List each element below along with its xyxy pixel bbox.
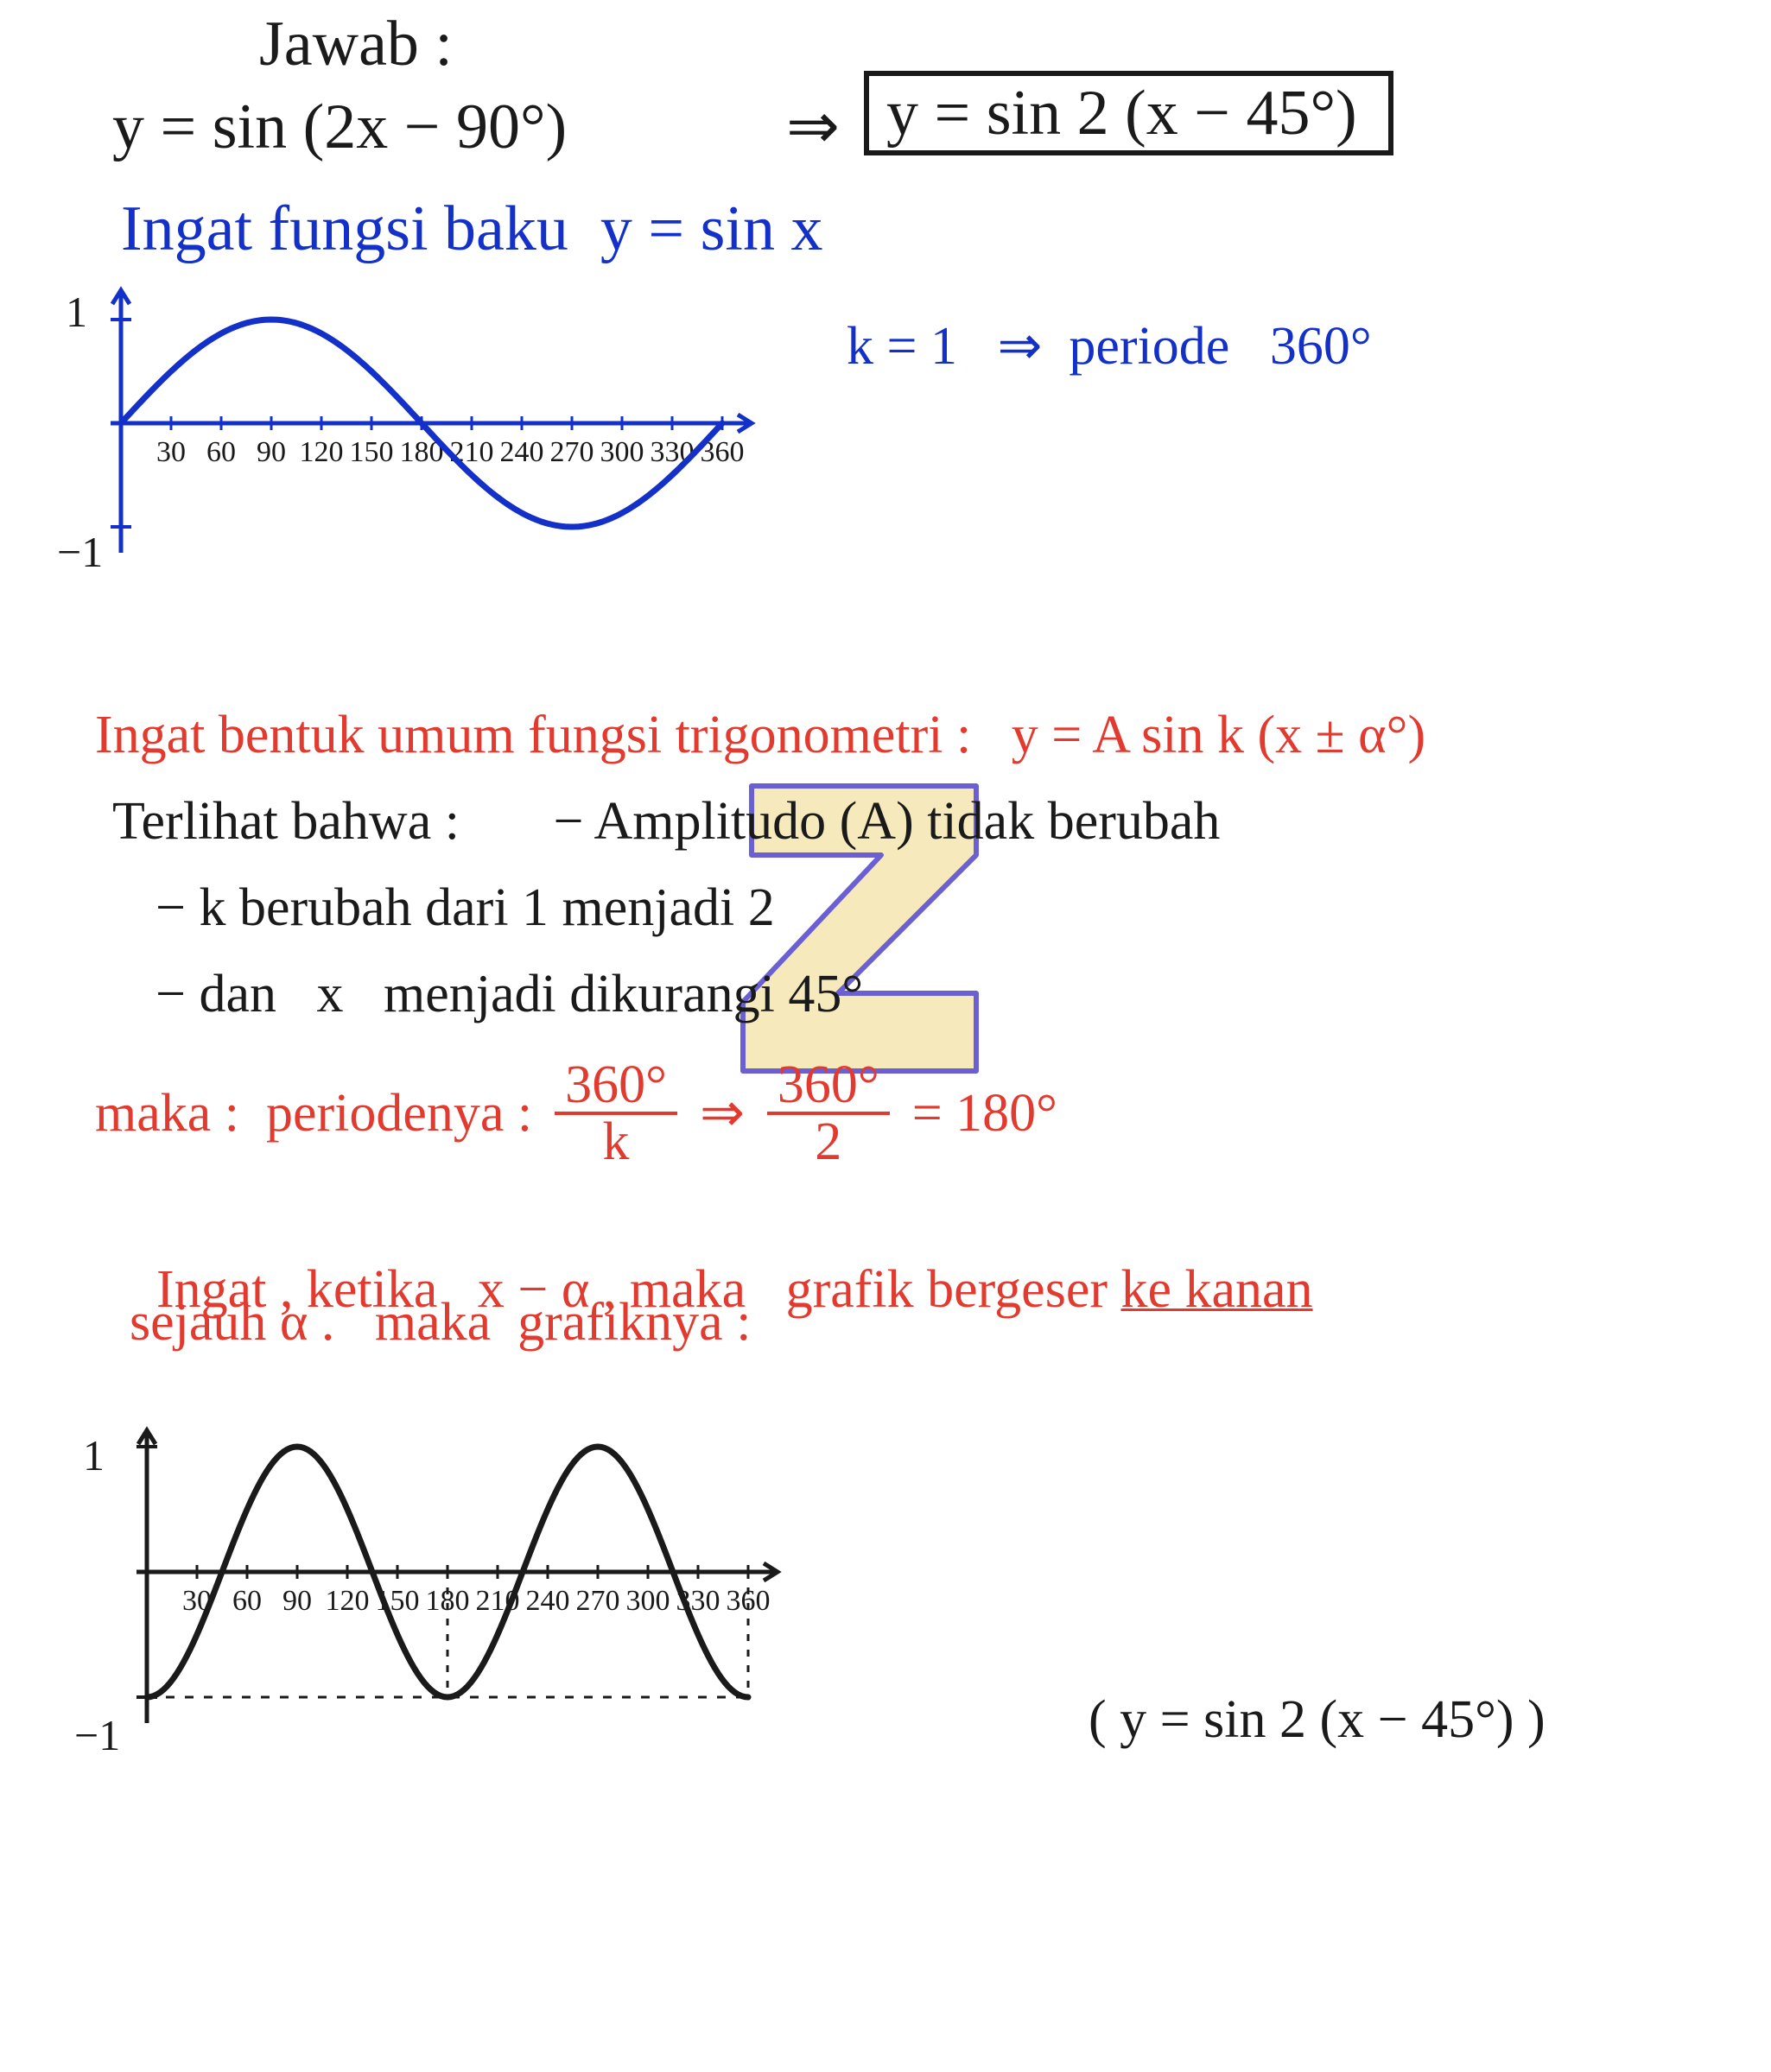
x-tick-label: 150 [350,436,394,468]
x-tick-label: 240 [526,1585,570,1617]
x-tick-label: 60 [206,436,236,468]
line-e-frac1: 360° k [555,1058,677,1169]
x-tick-label: 300 [600,436,644,468]
x-tick-label: 270 [576,1585,620,1617]
x-tick-label: 120 [326,1585,370,1617]
final-equation: ( y = sin 2 (x − 45°) ) [1089,1693,1546,1746]
eq-left: y = sin (2x − 90°) [112,95,567,159]
line-e-mid: ⇒ [700,1087,745,1140]
x-tick-label: 120 [300,436,344,468]
chart1: 306090120150180210240270300330360 [86,285,812,596]
line-c: − k berubah dari 1 menjadi 2 [156,881,775,935]
line-e-post: = 180° [912,1087,1057,1140]
x-tick-label: 60 [232,1585,262,1617]
chart2-y-top: 1 [83,1434,105,1477]
reminder-1: Ingat fungsi baku y = sin x [121,197,822,261]
line-d: − dan x menjadi dikurangi 45° [156,967,863,1021]
line-a: Ingat bentuk umum fungsi trigonometri : … [95,708,1425,762]
line-e: maka : periodenya : 360° k ⇒ 360° 2 = 18… [95,1058,1057,1169]
line-b: Terlihat bahwa : − Amplitudo (A) tidak b… [112,795,1220,848]
line-e-frac2: 360° 2 [767,1058,890,1169]
eq-arrow: ⇒ [786,95,840,159]
eq-boxed: y = sin 2 (x − 45°) [864,71,1393,155]
chart2-y-bot: −1 [74,1714,120,1757]
chart2: 306090120150180210240270300330360 [104,1425,847,1788]
x-tick-label: 270 [550,436,594,468]
line-g: sejauh α . maka grafiknya : [130,1296,751,1349]
line-e-pre: maka : periodenya : [95,1087,532,1140]
title: Jawab : [259,12,453,76]
chart1-y-top: 1 [66,290,87,333]
k-line: k = 1 ⇒ periode 360° [847,320,1372,373]
chart1-y-bot: −1 [57,530,103,573]
x-tick-label: 30 [156,436,186,468]
x-tick-label: 90 [257,436,286,468]
x-tick-label: 90 [282,1585,312,1617]
x-tick-label: 240 [500,436,544,468]
x-tick-label: 300 [626,1585,670,1617]
